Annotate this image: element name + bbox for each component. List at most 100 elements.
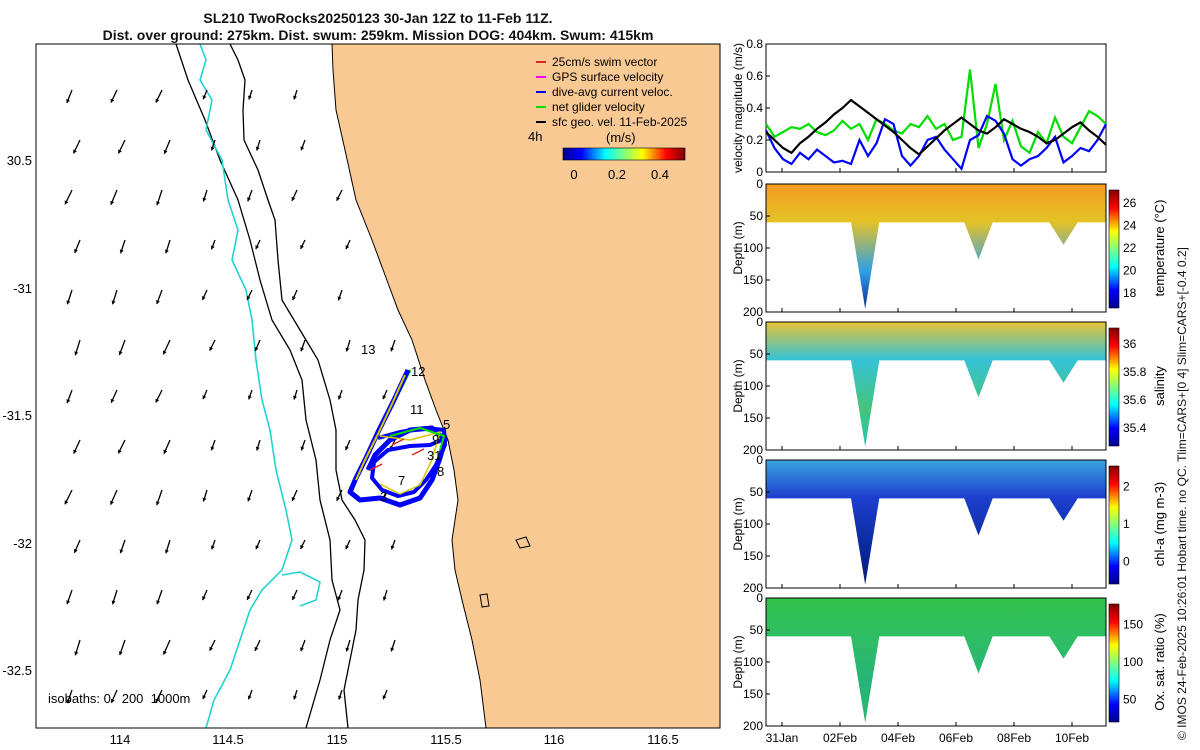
profile-ylabel: Depth (m) (731, 359, 745, 412)
current-arrowhead (254, 347, 259, 351)
y-tick-label: -31.5 (2, 408, 32, 423)
current-arrowhead (209, 346, 214, 351)
current-arrowhead (156, 600, 161, 605)
y-tick-label: 0.4 (746, 101, 763, 115)
legend-label: net glider velocity (552, 100, 645, 114)
current-arrowhead (390, 347, 395, 352)
current-arrowhead (291, 596, 296, 600)
current-arrowhead (300, 244, 304, 249)
current-arrowhead (336, 496, 341, 501)
current-arrowhead (110, 200, 115, 205)
velocity-ylabel: velocity magnitude (m/s) (731, 43, 745, 173)
velocity-y-axis: 0 0.2 0.4 0.6 0.8 (746, 37, 770, 179)
time-axis: 31Jan 02Feb 04Feb 06Feb 08Feb 10Feb (766, 168, 1089, 745)
y-tick-label: 50 (750, 347, 764, 361)
y-tick-label: 100 (743, 241, 763, 255)
current-arrowhead (210, 146, 215, 151)
x-tick-label: 116 (544, 732, 565, 747)
colorbar-tick: 35.6 (1123, 393, 1147, 407)
current-arrowhead (164, 249, 169, 254)
x-tick-label: 10Feb (1055, 731, 1089, 745)
current-arrowhead (119, 249, 124, 254)
profile-ylabel: Depth (m) (731, 221, 745, 274)
current-arrowhead (291, 196, 296, 201)
map-x-axis: 114 114.5 115 115.5 116 116.5 (110, 732, 679, 747)
current-arrowhead (210, 545, 215, 550)
velocity-axes (765, 43, 1107, 173)
current-arrowhead (247, 395, 252, 400)
map-frame (35, 43, 721, 729)
map-y-axis: 30.5 -31 -31.5 -32 -32.5 (2, 153, 32, 678)
colorbar-label: temperature (°C) (1152, 200, 1167, 297)
series-line (765, 114, 1107, 172)
y-tick-label: 150 (743, 411, 763, 425)
current-arrowhead (345, 245, 350, 250)
current-arrowhead (73, 449, 78, 454)
chart-title-line2: Dist. over ground: 275km. Dist. swum: 25… (102, 27, 654, 43)
colorbar-tick: 35.4 (1123, 421, 1147, 435)
current-arrowhead (202, 395, 207, 400)
current-arrowhead (202, 197, 207, 202)
legend-label: dive-avg current veloc. (552, 85, 673, 99)
current-arrowhead (163, 650, 167, 655)
colorbar-label: salinity (1152, 366, 1167, 406)
x-tick-label: 115 (327, 732, 348, 747)
profile-section (766, 322, 1106, 447)
current-arrowhead (155, 698, 160, 703)
colorbar-label: Ox. sat. ratio (%) (1152, 613, 1167, 711)
isobath-200 (229, 44, 366, 728)
current-arrowhead (291, 497, 296, 501)
current-arrowhead (382, 596, 387, 601)
x-tick-label: 114 (110, 732, 131, 747)
colorbar-tick: 100 (1123, 655, 1143, 669)
colorbar-tick: 0.2 (608, 167, 626, 182)
x-tick-label: 115.5 (430, 732, 462, 747)
isobath-shallow (281, 571, 321, 607)
current-arrowhead (247, 497, 252, 502)
isobath-1000 (175, 44, 341, 728)
velocity-series (765, 69, 1107, 172)
current-arrowhead (74, 248, 78, 253)
current-arrowhead (254, 646, 259, 651)
track-label: 8 (437, 464, 444, 479)
current-arrowhead (66, 99, 71, 104)
y-tick-label: 200 (743, 443, 763, 457)
current-arrowhead (382, 695, 387, 700)
series-line (765, 69, 1107, 155)
current-arrowhead (246, 295, 251, 300)
current-arrowhead (66, 399, 71, 404)
current-arrowhead (247, 695, 252, 700)
colorbar-tick: 26 (1123, 196, 1137, 210)
current-arrowhead (73, 548, 78, 553)
colorbar-label: chl-a (mg m-3) (1152, 482, 1167, 567)
profile-ylabel: Depth (m) (731, 497, 745, 550)
current-arrowhead (118, 149, 122, 154)
current-arrowhead (163, 149, 168, 154)
profile-colorbar (1108, 189, 1120, 309)
y-tick-label: 150 (743, 549, 763, 563)
y-tick-label: 200 (743, 581, 763, 595)
colorbar-tick: 2 (1123, 480, 1130, 494)
current-arrowhead (345, 347, 350, 352)
credit-text: © IMOS 24-Feb-2025 10:26:01 Hobart time.… (1175, 247, 1189, 740)
current-arrowhead (74, 351, 79, 356)
island (479, 593, 490, 608)
colorbar-tick: 36 (1123, 337, 1137, 351)
colorbar-tick: 20 (1123, 263, 1137, 277)
current-arrowhead (156, 201, 161, 206)
x-tick-label: 08Feb (997, 731, 1031, 745)
current-arrowhead (110, 500, 114, 505)
colorbar-tick: 1 (1123, 517, 1130, 531)
profile-colorbar (1108, 603, 1120, 723)
speed-colorbar (562, 147, 686, 161)
track-label: 13 (361, 342, 375, 357)
colorbar-tick: 0.4 (651, 167, 669, 182)
profile-panel: 0 50 100 150 200 Depth (m) 18 20 22 24 26 temperatu… (731, 177, 1167, 319)
current-arrowhead (247, 197, 251, 202)
current-arrowhead (255, 146, 260, 151)
y-tick-label: -31 (13, 281, 32, 296)
y-tick-label: 0 (756, 177, 763, 191)
profile-section (766, 460, 1106, 585)
